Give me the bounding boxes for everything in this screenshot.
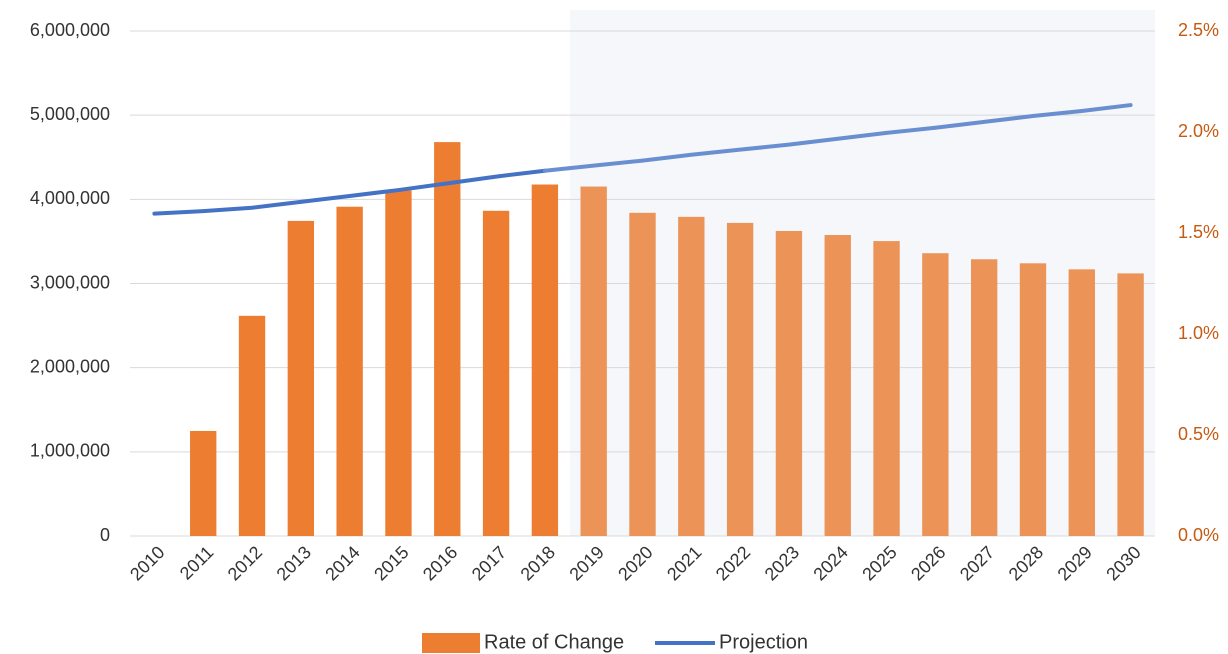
y2-tick-label: 1.0% [1178,323,1219,343]
x-tick-label: 2017 [468,542,510,584]
bar [190,430,217,536]
x-tick-label: 2025 [858,542,900,584]
y2-tick-label: 0.5% [1178,424,1219,444]
legend-label: Projection [719,631,808,653]
bar [1019,263,1047,536]
x-tick-label: 2021 [663,542,705,584]
legend-label: Rate of Change [484,631,624,653]
bar [238,315,266,536]
x-tick-label: 2028 [1005,542,1047,584]
x-tick-label: 2014 [321,542,363,584]
y2-tick-label: 1.5% [1178,222,1219,242]
bar [336,206,363,537]
bar [531,184,559,536]
x-tick-label: 2022 [712,542,754,584]
projection-shade [570,10,1155,536]
x-tick-label: 2029 [1054,542,1096,584]
bar [824,235,851,536]
bar [629,212,656,537]
x-tick-label: 2011 [176,542,218,584]
x-tick-label: 2018 [517,542,559,584]
x-tick-label: 2024 [809,542,851,584]
bar [873,241,900,536]
x-tick-label: 2019 [565,542,607,584]
bar [678,216,705,536]
x-tick-label: 2030 [1102,542,1144,584]
line [542,103,1133,173]
x-tick-label: 2013 [273,542,315,584]
legend-swatch [422,633,480,653]
bar [1068,269,1095,536]
x-tick-label: 2016 [419,542,461,584]
bar [1117,273,1144,536]
bar [385,190,412,536]
x-tick-label: 2012 [224,542,266,584]
y-tick-label: 1,000,000 [30,441,110,461]
x-tick-label: 2026 [907,542,949,584]
y-tick-label: 0 [100,525,110,545]
x-tick-label: 2027 [956,542,998,584]
y2-tick-label: 2.5% [1178,20,1219,40]
bar [970,259,998,536]
y-tick-label: 2,000,000 [30,356,110,376]
bar [922,253,949,536]
bar [580,186,607,537]
y2-tick-label: 2.0% [1178,121,1219,141]
x-tick-label: 2015 [370,542,412,584]
y-tick-label: 6,000,000 [30,20,110,40]
bar [775,230,803,537]
y-tick-label: 3,000,000 [30,272,110,292]
y-tick-label: 4,000,000 [30,188,110,208]
x-tick-label: 2010 [126,542,168,584]
y-tick-label: 5,000,000 [30,104,110,124]
bar [726,222,754,536]
bar [287,220,315,536]
y2-tick-label: 0.0% [1178,525,1219,545]
x-tick-label: 2023 [761,542,803,584]
bar [434,142,461,536]
bar [482,210,510,536]
x-tick-label: 2020 [614,542,656,584]
line [152,168,547,216]
